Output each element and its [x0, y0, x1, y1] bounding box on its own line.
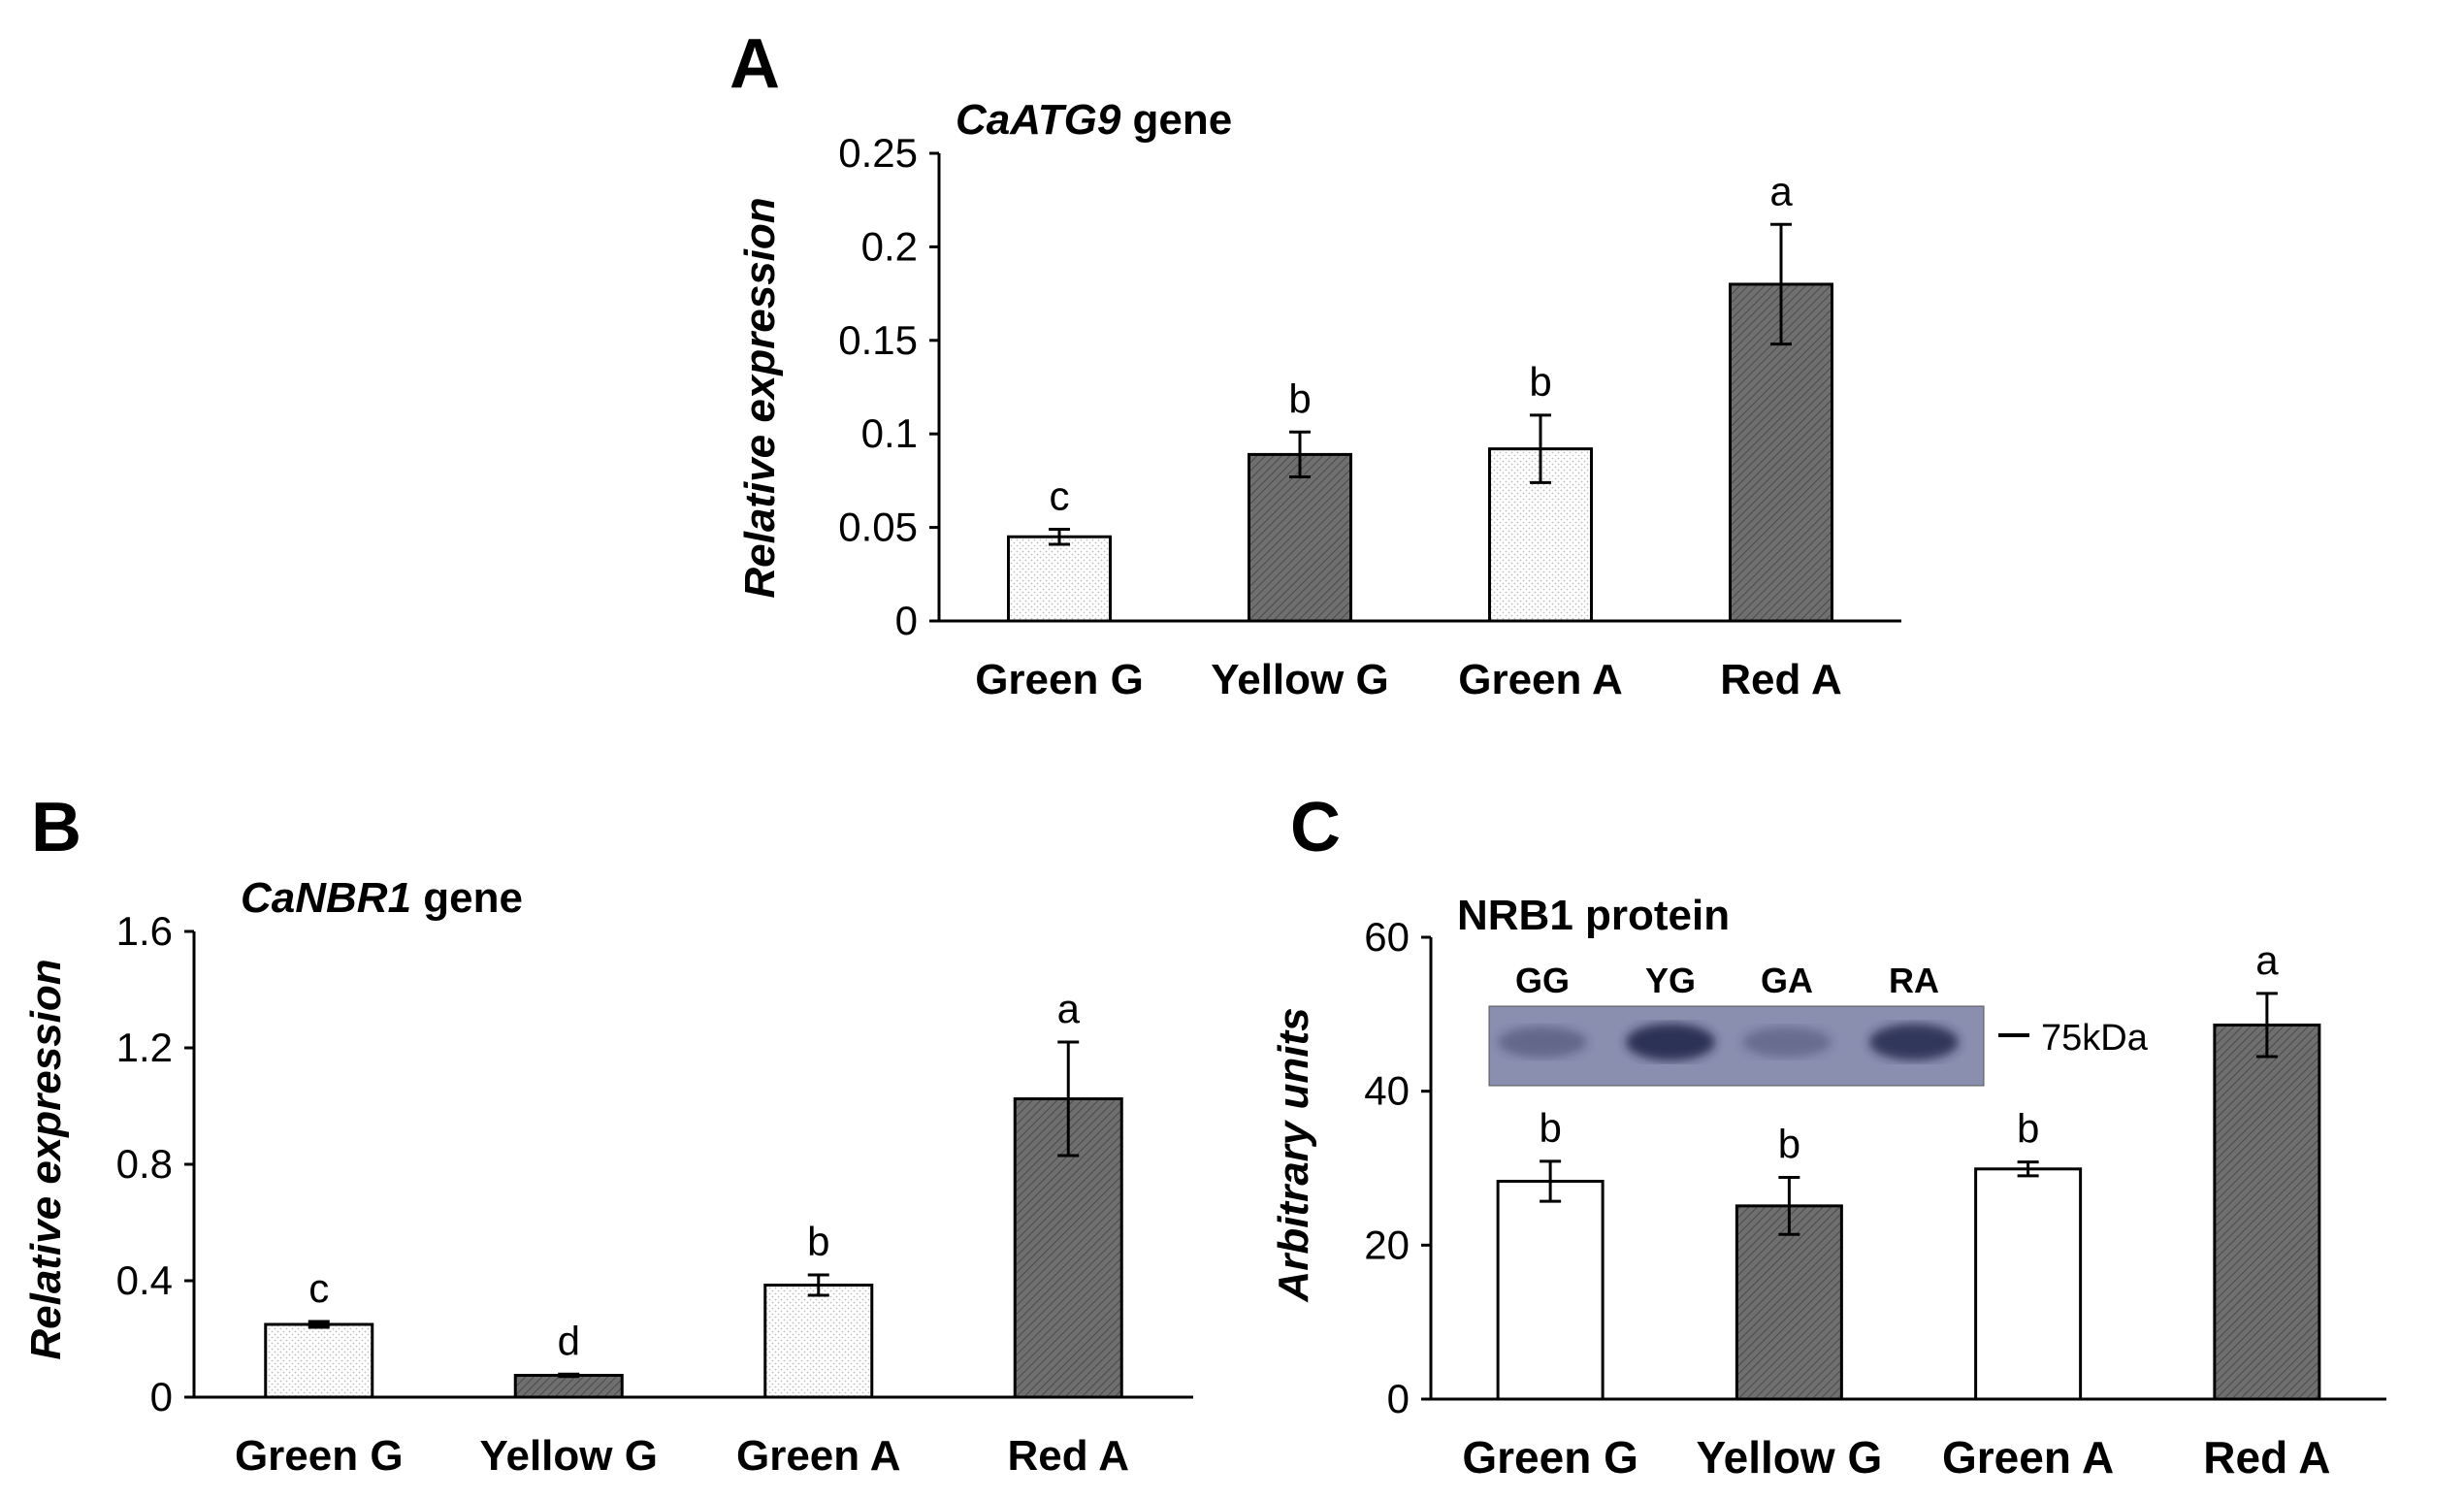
blot-band — [1742, 1027, 1832, 1058]
panel-b-bar — [763, 1284, 874, 1399]
panel-c-chart: C NRB1 protein Arbitrary units 0204060bG… — [1270, 789, 2386, 1483]
panel-b-significance-letter: c — [308, 1265, 329, 1311]
panel-c-category-label: Red A — [2203, 1432, 2330, 1483]
panel-a-bar — [1007, 535, 1112, 623]
panel-b-ylabel: Relative expression — [22, 959, 70, 1359]
panel-b-bar — [513, 1374, 624, 1399]
panel-b-significance-letter: a — [1057, 986, 1081, 1031]
panel-b-y-tick-label: 1.6 — [116, 908, 173, 954]
panel-a-bar — [1488, 447, 1593, 623]
panel-b-bar — [264, 1322, 374, 1399]
panel-a-bar — [1248, 452, 1352, 623]
panel-c-significance-letter: b — [1539, 1105, 1561, 1151]
panel-c-y-tick-label: 0 — [1387, 1376, 1410, 1421]
panel-b-y-tick-label: 0.4 — [116, 1257, 173, 1303]
panel-c-bar — [1974, 1167, 2083, 1401]
panel-c-bar — [1496, 1179, 1605, 1401]
blot-lane-label: YG — [1645, 961, 1696, 1000]
panel-b-chart: B CaNBR1 gene Relative expression 0 0.4 0.… — [22, 789, 1193, 1480]
panel-b-category-label: Red A — [1008, 1432, 1130, 1480]
panel-c-category-label: Yellow G — [1697, 1432, 1883, 1483]
panel-c-y-tick-label: 20 — [1364, 1222, 1410, 1267]
blot-lane-label: GG — [1515, 961, 1570, 1000]
panel-b-letter: B — [31, 789, 81, 866]
panel-b-category-label: Yellow G — [480, 1432, 658, 1480]
panel-c-y-tick-label: 40 — [1364, 1068, 1410, 1114]
panel-a-y-tick-label: 0.25 — [838, 130, 918, 176]
panel-a-significance-letter: a — [1769, 168, 1793, 213]
panel-b-category-label: Green G — [235, 1432, 404, 1480]
panel-a-y-tick-label: 0.1 — [861, 410, 918, 456]
panel-b-y-tick-label: 0.8 — [116, 1141, 173, 1187]
panel-c-significance-letter: b — [1778, 1122, 1800, 1167]
western-blot-inset: GG YG GA RA 75kDa — [1488, 961, 2149, 1087]
panel-c-significance-letter: a — [2255, 937, 2279, 983]
panel-c-title: NRB1 protein — [1457, 892, 1730, 939]
panel-b-category-label: Green A — [736, 1432, 901, 1480]
panel-a-title: CaATG9 gene — [956, 96, 1232, 144]
panel-a-category-label: Yellow G — [1211, 656, 1388, 703]
panel-c-category-label: Green A — [1942, 1432, 2114, 1483]
blot-band — [1869, 1024, 1959, 1060]
panel-b-significance-letter: d — [558, 1318, 580, 1363]
panel-c-bar — [2213, 1023, 2321, 1401]
panel-a-letter: A — [729, 25, 780, 103]
panel-a-category-label: Green G — [975, 656, 1144, 703]
panel-a-significance-letter: b — [1288, 375, 1311, 421]
panel-a-chart: A CaATG9 gene Relative expression 0 0.05 0… — [729, 25, 1901, 703]
blot-band — [1498, 1026, 1587, 1059]
panel-a-ylabel: Relative expression — [736, 197, 784, 598]
panel-a-significance-letter: b — [1529, 359, 1551, 405]
panel-c-category-label: Green G — [1462, 1432, 1638, 1483]
panel-b-title: CaNBR1 gene — [241, 874, 523, 922]
panel-b-y-tick-label: 0 — [150, 1374, 173, 1419]
blot-lane-label: RA — [1889, 961, 1939, 1000]
panel-c-y-tick-label: 60 — [1364, 914, 1410, 960]
blot-marker-label: 75kDa — [2041, 1018, 2149, 1059]
panel-c-ylabel: Arbitrary units — [1270, 1007, 1317, 1302]
blot-lane-label: GA — [1761, 961, 1813, 1000]
panel-c-significance-letter: b — [2017, 1106, 2039, 1152]
panel-a-category-label: Red A — [1720, 656, 1842, 703]
panel-a-significance-letter: c — [1050, 473, 1070, 519]
panel-a-y-tick-label: 0.15 — [838, 317, 918, 363]
panel-c-letter: C — [1290, 789, 1341, 866]
panel-b-y-tick-label: 1.2 — [116, 1025, 173, 1070]
panel-a-category-label: Green A — [1458, 656, 1623, 703]
panel-a-y-tick-label: 0 — [895, 598, 918, 643]
panel-b-significance-letter: b — [807, 1219, 829, 1264]
panel-a-y-tick-label: 0.2 — [861, 223, 918, 269]
panel-a-y-tick-label: 0.05 — [838, 505, 918, 550]
blot-band — [1626, 1023, 1715, 1061]
